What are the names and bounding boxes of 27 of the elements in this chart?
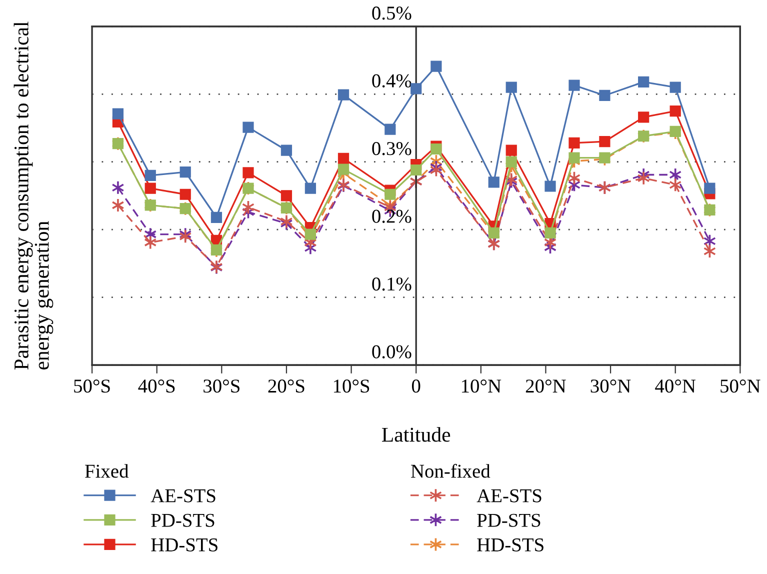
- x-tick-label: 0: [412, 380, 420, 393]
- y-axis-title: Parasitic energy consumption to electrical energy generation: [14, 22, 54, 370]
- legend-label: HD-STS: [151, 538, 218, 552]
- x-tick-label: 30°S: [204, 380, 240, 393]
- text: Fixed: [85, 464, 129, 478]
- legend-label: HD-STS: [477, 538, 544, 552]
- x-tick-label: 40°S: [138, 380, 175, 393]
- legend-label: PD-STS: [477, 514, 540, 527]
- legend-label: AE-STS: [150, 489, 216, 502]
- legend-label: AE-STS: [476, 489, 542, 502]
- y-tick-label: 0.1%: [372, 277, 412, 291]
- x-tick-label: 40°N: [655, 380, 696, 393]
- x-tick-label: 50°N: [720, 380, 760, 393]
- y-tick-label: 0.0%: [372, 345, 412, 358]
- x-tick-label: 20°N: [526, 380, 566, 393]
- legend-label: PD-STS: [151, 514, 214, 527]
- x-axis-title: Latitude: [382, 427, 450, 442]
- y-tick-label: 0.5%: [372, 6, 412, 20]
- x-tick-label: 10°N: [462, 380, 502, 393]
- x-tick-label: 10°S: [334, 380, 370, 393]
- y-tick-label: 0.3%: [372, 142, 412, 156]
- x-tick-label: 50°S: [74, 380, 110, 393]
- text: Non-fixed: [411, 464, 490, 478]
- y-tick-label: 0.2%: [372, 210, 412, 223]
- y-tick-label: 0.4%: [372, 74, 412, 88]
- x-tick-label: 30°N: [590, 380, 631, 393]
- x-tick-label: 20°S: [268, 380, 304, 393]
